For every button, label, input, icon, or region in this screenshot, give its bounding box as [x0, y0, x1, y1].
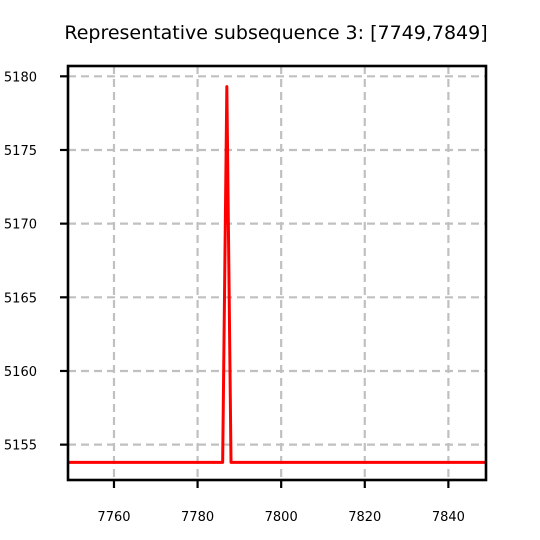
y-axis-ticks: 5155 5160 5165 5170 5175 5180: [4, 70, 68, 454]
y-tick-label: 5175: [4, 144, 37, 159]
x-tick-label: 7780: [181, 510, 214, 525]
grid: [68, 66, 486, 480]
series-layer: [68, 85, 486, 464]
plot-frame: [66, 64, 488, 482]
y-tick-label: 5170: [4, 218, 37, 233]
y-tick-label: 5165: [4, 291, 37, 306]
y-tick-label: 5155: [4, 439, 37, 454]
y-tick-label: 5180: [4, 70, 37, 85]
chart-title: Representative subsequence 3: [7749,7849…: [64, 22, 487, 44]
x-axis-ticks: 7760 7780 7800 7820 7840: [97, 480, 465, 525]
y-tick-label: 5160: [4, 365, 37, 380]
series-line: [68, 85, 486, 464]
x-tick-label: 7820: [348, 510, 381, 525]
x-tick-label: 7760: [97, 510, 130, 525]
axes: [66, 64, 488, 482]
x-tick-label: 7800: [265, 510, 298, 525]
x-tick-label: 7840: [432, 510, 465, 525]
